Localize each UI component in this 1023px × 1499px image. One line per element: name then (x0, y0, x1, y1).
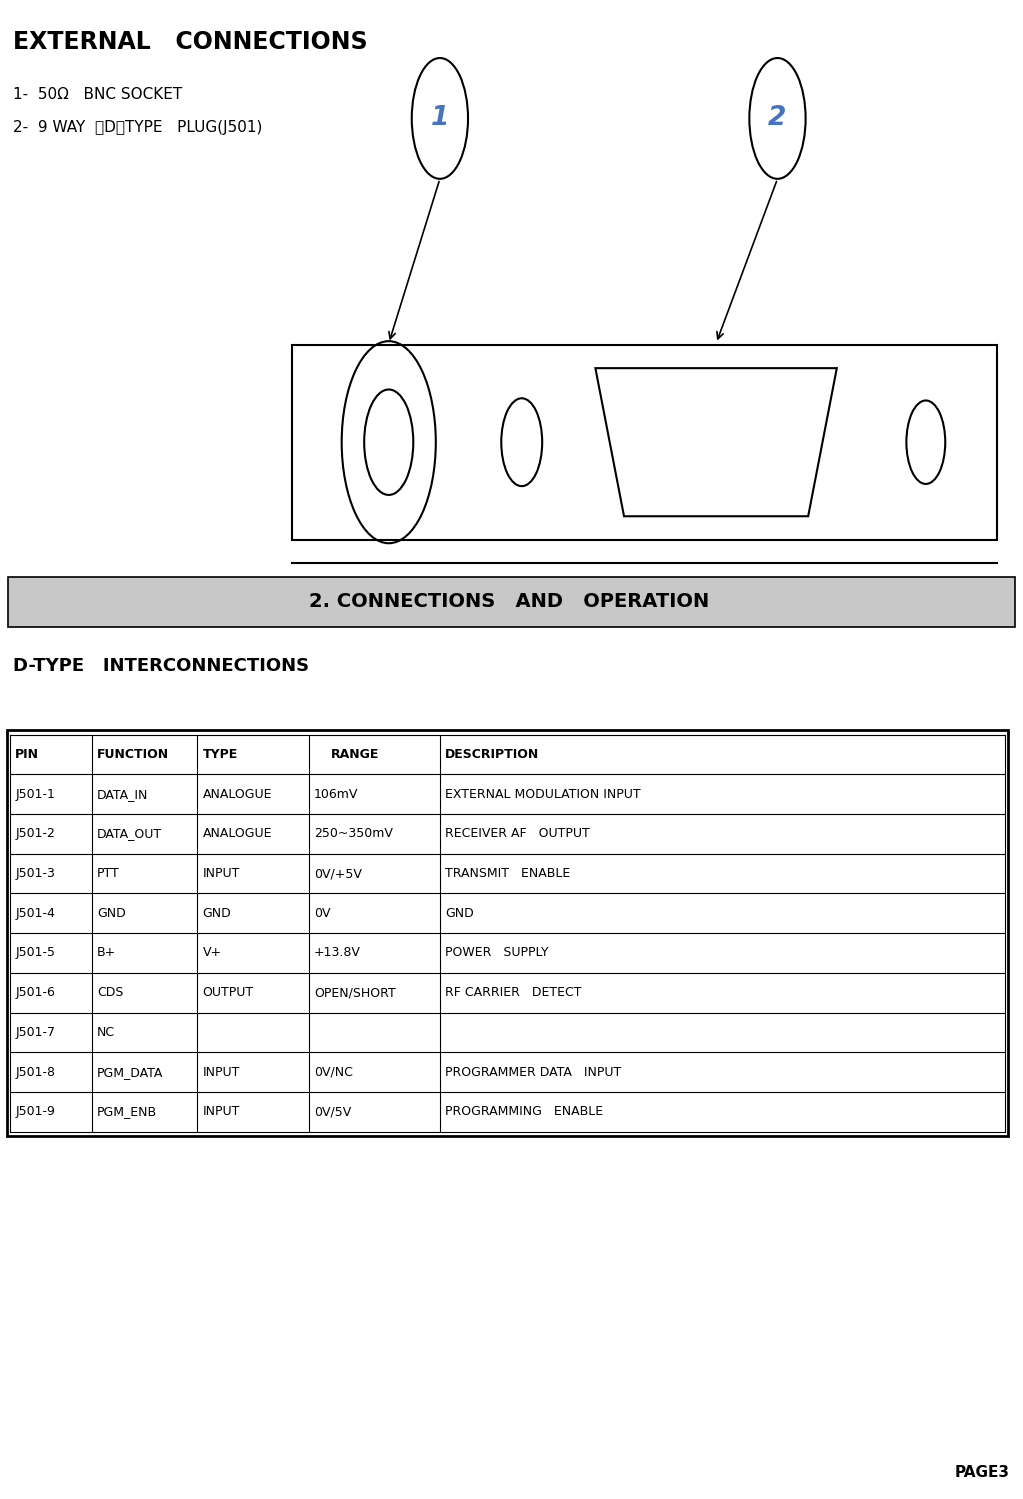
Text: J501-9: J501-9 (15, 1105, 55, 1118)
Text: FUNCTION: FUNCTION (97, 748, 170, 761)
Text: RECEIVER AF   OUTPUT: RECEIVER AF OUTPUT (445, 827, 589, 841)
Text: 0V/+5V: 0V/+5V (314, 866, 362, 880)
Text: PGM_ENB: PGM_ENB (97, 1105, 158, 1118)
Text: PTT: PTT (97, 866, 120, 880)
Text: 250~350mV: 250~350mV (314, 827, 393, 841)
Text: J501-7: J501-7 (15, 1025, 55, 1039)
Text: J501-4: J501-4 (15, 907, 55, 920)
Text: 0V: 0V (314, 907, 330, 920)
Text: +13.8V: +13.8V (314, 946, 361, 959)
Text: 1-  50Ω   BNC SOCKET: 1- 50Ω BNC SOCKET (13, 87, 182, 102)
Text: OUTPUT: OUTPUT (203, 986, 254, 1000)
Text: V+: V+ (203, 946, 222, 959)
Text: DATA_OUT: DATA_OUT (97, 827, 163, 841)
Text: PROGRAMMER DATA   INPUT: PROGRAMMER DATA INPUT (445, 1066, 621, 1079)
Text: J501-5: J501-5 (15, 946, 55, 959)
Text: INPUT: INPUT (203, 866, 240, 880)
Text: 0V/5V: 0V/5V (314, 1105, 351, 1118)
Text: 2-  9 WAY  「D」TYPE   PLUG(J501): 2- 9 WAY 「D」TYPE PLUG(J501) (13, 120, 263, 135)
Bar (8, 577, 1015, 627)
Text: DESCRIPTION: DESCRIPTION (445, 748, 539, 761)
Text: TRANSMIT   ENABLE: TRANSMIT ENABLE (445, 866, 570, 880)
Text: CDS: CDS (97, 986, 124, 1000)
Text: 0V/NC: 0V/NC (314, 1066, 353, 1079)
Text: J501-2: J501-2 (15, 827, 55, 841)
Text: NC: NC (97, 1025, 116, 1039)
Text: PGM_DATA: PGM_DATA (97, 1066, 164, 1079)
Text: INPUT: INPUT (203, 1105, 240, 1118)
Text: 106mV: 106mV (314, 787, 358, 800)
Text: J501-1: J501-1 (15, 787, 55, 800)
Text: ANALOGUE: ANALOGUE (203, 827, 272, 841)
Text: GND: GND (203, 907, 231, 920)
Text: OPEN/SHORT: OPEN/SHORT (314, 986, 396, 1000)
Text: B+: B+ (97, 946, 117, 959)
Text: INPUT: INPUT (203, 1066, 240, 1079)
Text: J501-3: J501-3 (15, 866, 55, 880)
Text: EXTERNAL   CONNECTIONS: EXTERNAL CONNECTIONS (13, 30, 368, 54)
Text: PAGE3: PAGE3 (954, 1465, 1010, 1480)
Text: 1: 1 (431, 105, 449, 132)
Text: PROGRAMMING   ENABLE: PROGRAMMING ENABLE (445, 1105, 604, 1118)
Text: TYPE: TYPE (203, 748, 237, 761)
Text: PIN: PIN (15, 748, 39, 761)
Text: 2. CONNECTIONS   AND   OPERATION: 2. CONNECTIONS AND OPERATION (309, 592, 710, 612)
Text: GND: GND (97, 907, 126, 920)
Text: J501-8: J501-8 (15, 1066, 55, 1079)
Text: POWER   SUPPLY: POWER SUPPLY (445, 946, 548, 959)
Text: 2: 2 (768, 105, 787, 132)
Text: J501-6: J501-6 (15, 986, 55, 1000)
Text: EXTERNAL MODULATION INPUT: EXTERNAL MODULATION INPUT (445, 787, 640, 800)
Text: DATA_IN: DATA_IN (97, 787, 148, 800)
Text: D-TYPE   INTERCONNECTIONS: D-TYPE INTERCONNECTIONS (13, 657, 309, 675)
Text: ANALOGUE: ANALOGUE (203, 787, 272, 800)
Bar (7, 730, 1008, 1136)
Text: RANGE: RANGE (330, 748, 379, 761)
Bar (292, 345, 997, 540)
Text: GND: GND (445, 907, 474, 920)
Text: RF CARRIER   DETECT: RF CARRIER DETECT (445, 986, 581, 1000)
